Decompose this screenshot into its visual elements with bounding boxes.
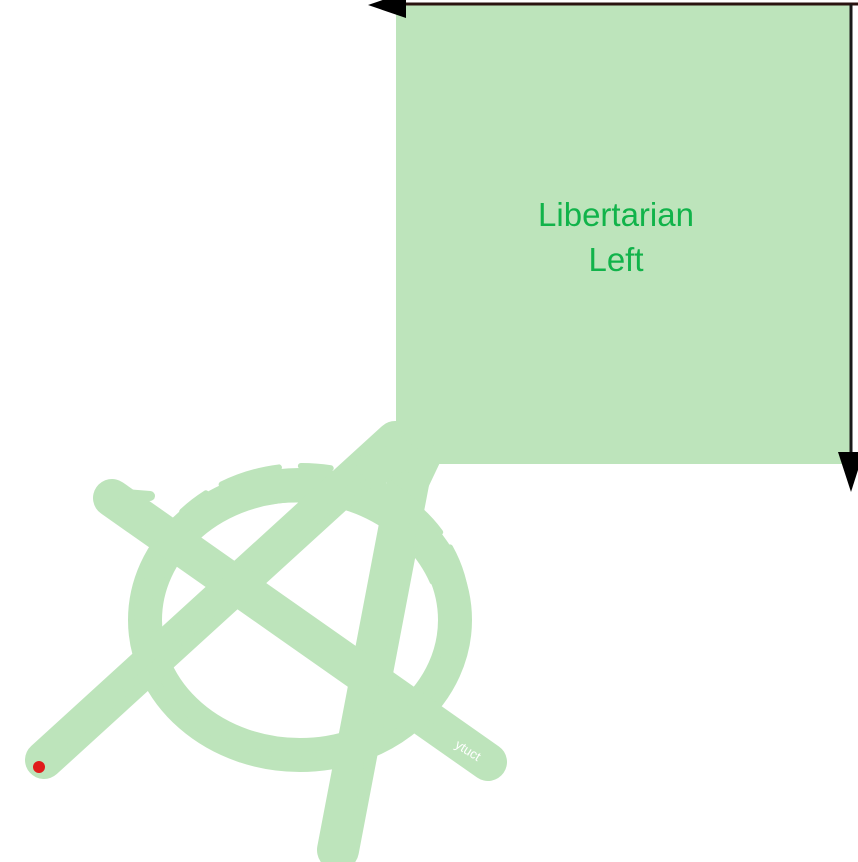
quadrant-label: Libertarian Left: [538, 196, 694, 278]
down-arrow-icon: [838, 452, 858, 492]
axes: [368, 0, 858, 492]
anarchy-symbol-icon: [25, 421, 507, 862]
left-arrow-icon: [368, 0, 406, 18]
libertarian-left-quadrant: [396, 4, 850, 464]
position-dot-icon: [33, 761, 45, 773]
